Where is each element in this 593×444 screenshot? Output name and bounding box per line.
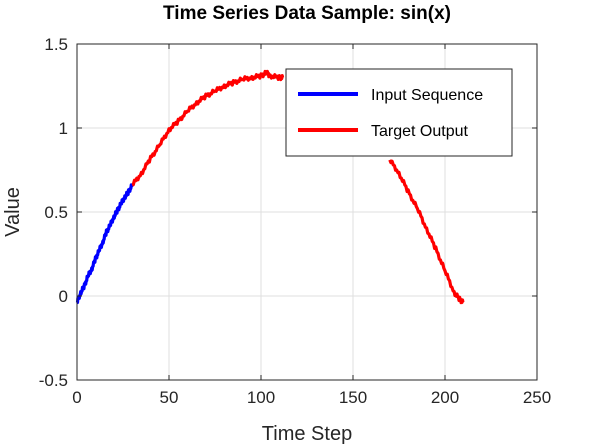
x-tick-label: 0: [72, 388, 81, 407]
chart-title: Time Series Data Sample: sin(x): [163, 3, 451, 24]
y-tick-label: -0.5: [39, 371, 68, 390]
series-line-input-sequence: [75, 183, 134, 305]
x-axis-label: Time Step: [262, 423, 352, 444]
x-tick-label: 250: [523, 388, 551, 407]
y-axis-label: Value: [2, 187, 24, 237]
legend-label-input-sequence: Input Sequence: [371, 87, 483, 104]
ticks: 0 50 100 150 200 250-0.500.511.5: [39, 35, 551, 407]
series-line-target-output: [131, 69, 285, 187]
x-tick-label: 50: [160, 388, 179, 407]
x-tick-label: 200: [431, 388, 459, 407]
y-tick-label: 1.5: [44, 35, 68, 54]
legend: Input Sequence Target Output: [285, 68, 513, 157]
y-tick-label: 1: [59, 119, 68, 138]
legend-box: [285, 68, 513, 157]
series-layer: [75, 69, 465, 305]
y-tick-label: 0.5: [44, 203, 68, 222]
legend-label-target-output: Target Output: [371, 123, 469, 140]
x-tick-label: 100: [247, 388, 275, 407]
y-tick-label: 0: [59, 287, 68, 306]
x-tick-label: 150: [339, 388, 367, 407]
series-line-target-output-tail: [388, 159, 465, 305]
